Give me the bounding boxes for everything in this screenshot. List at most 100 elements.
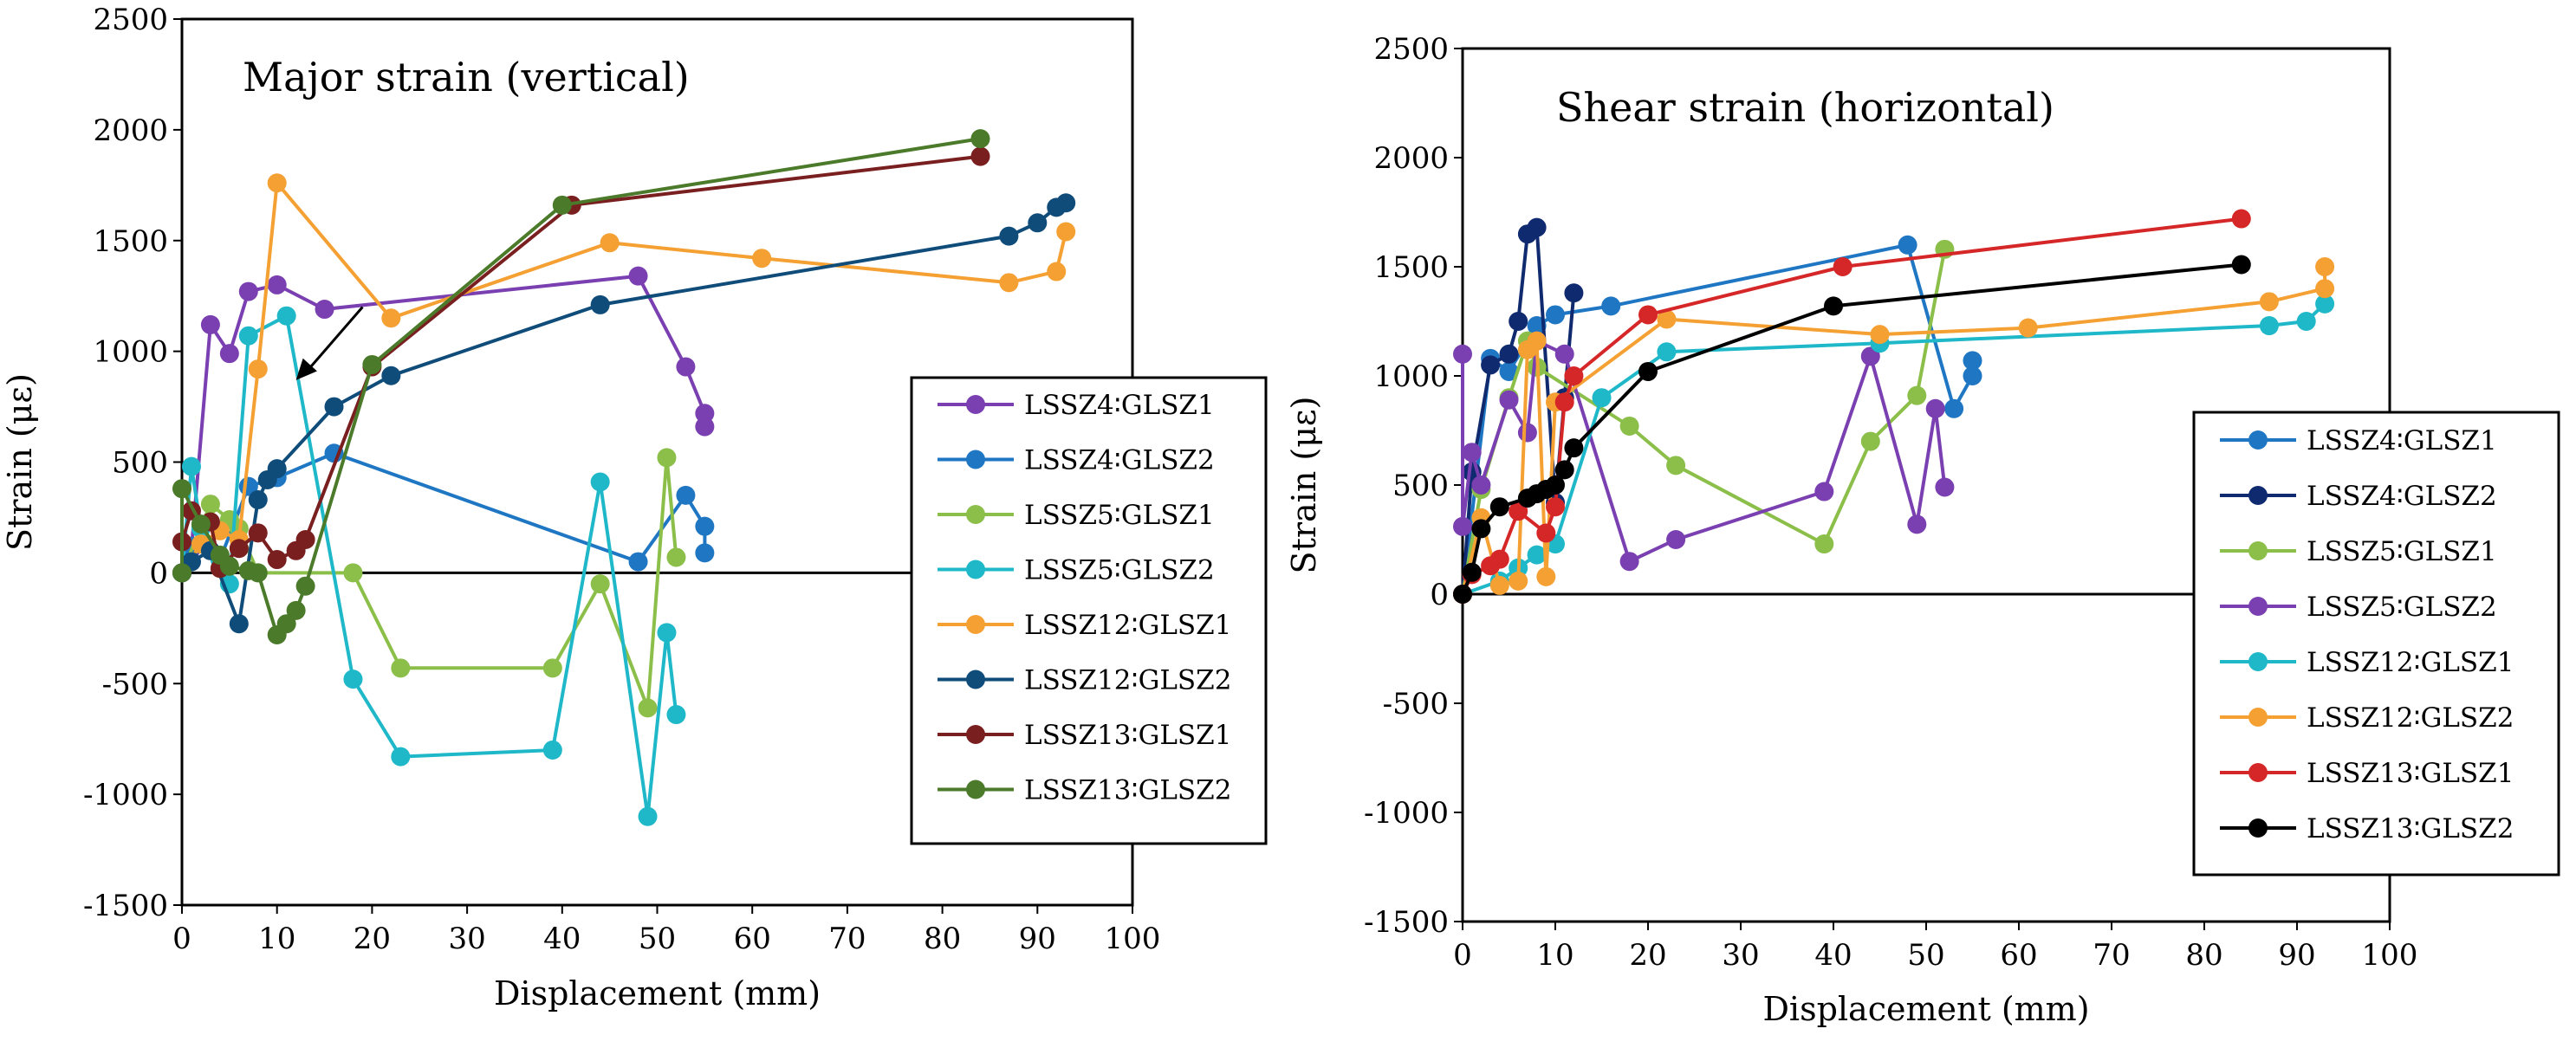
data-point xyxy=(1898,235,1917,255)
data-point xyxy=(1592,388,1612,408)
legend-label: LSSZ4∶GLSZ1 xyxy=(2307,425,2497,456)
data-point xyxy=(391,747,411,767)
y-tick-label: 2500 xyxy=(93,3,168,37)
y-tick-label: -500 xyxy=(1383,687,1449,721)
data-point xyxy=(1564,283,1584,303)
legend-swatch-marker xyxy=(2248,430,2268,450)
data-point xyxy=(1471,519,1491,539)
data-point xyxy=(1601,296,1621,316)
data-point xyxy=(695,417,715,437)
data-point xyxy=(676,485,696,505)
data-point xyxy=(1453,344,1472,364)
data-point xyxy=(1527,545,1547,565)
data-point xyxy=(362,354,382,374)
legend-swatch-marker xyxy=(966,780,985,799)
legend-label: LSSZ13∶GLSZ2 xyxy=(1024,775,1231,806)
data-point xyxy=(695,516,715,536)
data-point xyxy=(552,195,572,215)
legend-swatch-marker xyxy=(966,670,985,689)
data-point xyxy=(1517,423,1537,443)
legend-swatch-marker xyxy=(966,725,985,744)
chart-title: Major strain (vertical) xyxy=(243,54,690,100)
data-point xyxy=(1907,385,1927,405)
data-point xyxy=(200,314,220,334)
data-point xyxy=(1546,497,1565,517)
data-point xyxy=(381,366,401,385)
x-tick-label: 90 xyxy=(1019,922,1056,956)
legend-swatch-marker xyxy=(966,395,985,414)
data-point xyxy=(267,550,287,570)
x-tick-label: 40 xyxy=(543,922,581,956)
y-tick-label: 500 xyxy=(112,446,168,481)
x-tick-label: 20 xyxy=(1629,938,1666,973)
data-point xyxy=(1489,549,1509,569)
data-point xyxy=(248,359,268,379)
data-point xyxy=(970,129,990,149)
data-point xyxy=(191,514,211,534)
data-point xyxy=(1527,331,1547,351)
data-point xyxy=(1619,552,1639,572)
x-tick-label: 30 xyxy=(448,922,485,956)
data-point xyxy=(2315,257,2335,276)
y-tick-label: 0 xyxy=(1430,578,1449,612)
data-point xyxy=(2231,209,2251,229)
data-point xyxy=(1554,392,1574,412)
y-tick-label: -500 xyxy=(102,667,168,702)
data-point xyxy=(2231,255,2251,275)
data-point xyxy=(229,614,249,634)
data-point xyxy=(657,623,677,643)
legend-swatch-marker xyxy=(2248,818,2268,838)
legend-label: LSSZ5∶GLSZ1 xyxy=(2307,536,2497,567)
data-point xyxy=(1489,497,1509,517)
data-point xyxy=(970,146,990,166)
data-point xyxy=(590,294,610,314)
data-point xyxy=(1666,456,1686,476)
x-tick-label: 70 xyxy=(828,922,866,956)
data-point xyxy=(600,233,620,253)
data-point xyxy=(200,495,220,514)
data-point xyxy=(999,226,1019,246)
data-point xyxy=(1963,366,1982,385)
y-tick-label: 1000 xyxy=(1373,359,1449,394)
data-point xyxy=(666,705,686,725)
data-point xyxy=(666,547,686,567)
legend-label: LSSZ13∶GLSZ2 xyxy=(2307,813,2514,844)
x-tick-label: 30 xyxy=(1722,938,1759,973)
x-tick-label: 10 xyxy=(1536,938,1574,973)
y-tick-label: 0 xyxy=(149,556,168,591)
data-point xyxy=(381,308,401,328)
data-point xyxy=(1453,585,1472,604)
data-point xyxy=(628,552,648,572)
data-point xyxy=(999,273,1019,293)
data-point xyxy=(391,658,411,678)
data-point xyxy=(286,600,306,620)
x-tick-label: 100 xyxy=(1105,922,1161,956)
data-point xyxy=(1638,361,1658,381)
x-tick-label: 0 xyxy=(172,922,191,956)
data-point xyxy=(695,404,715,424)
data-point xyxy=(1462,443,1482,463)
legend-label: LSSZ12∶GLSZ1 xyxy=(1024,610,1231,641)
data-point xyxy=(1499,344,1519,364)
y-tick-label: 1500 xyxy=(1373,250,1449,285)
data-point xyxy=(590,472,610,492)
data-point xyxy=(1056,222,1076,242)
legend-swatch-marker xyxy=(2248,486,2268,505)
data-point xyxy=(1546,305,1565,325)
data-point xyxy=(267,275,287,294)
data-point xyxy=(542,740,562,760)
data-point xyxy=(2259,292,2279,312)
data-point xyxy=(590,574,610,594)
legend-swatch-marker xyxy=(2248,541,2268,560)
data-point xyxy=(1489,575,1509,595)
data-point xyxy=(172,563,191,583)
data-point xyxy=(676,357,696,377)
data-point xyxy=(267,173,287,193)
data-point xyxy=(1028,213,1048,233)
annotation-arrowhead xyxy=(295,358,317,380)
legend-swatch-marker xyxy=(966,505,985,524)
data-point xyxy=(752,249,772,268)
legend-label: LSSZ13∶GLSZ1 xyxy=(2307,758,2514,789)
x-tick-label: 50 xyxy=(1907,938,1944,973)
